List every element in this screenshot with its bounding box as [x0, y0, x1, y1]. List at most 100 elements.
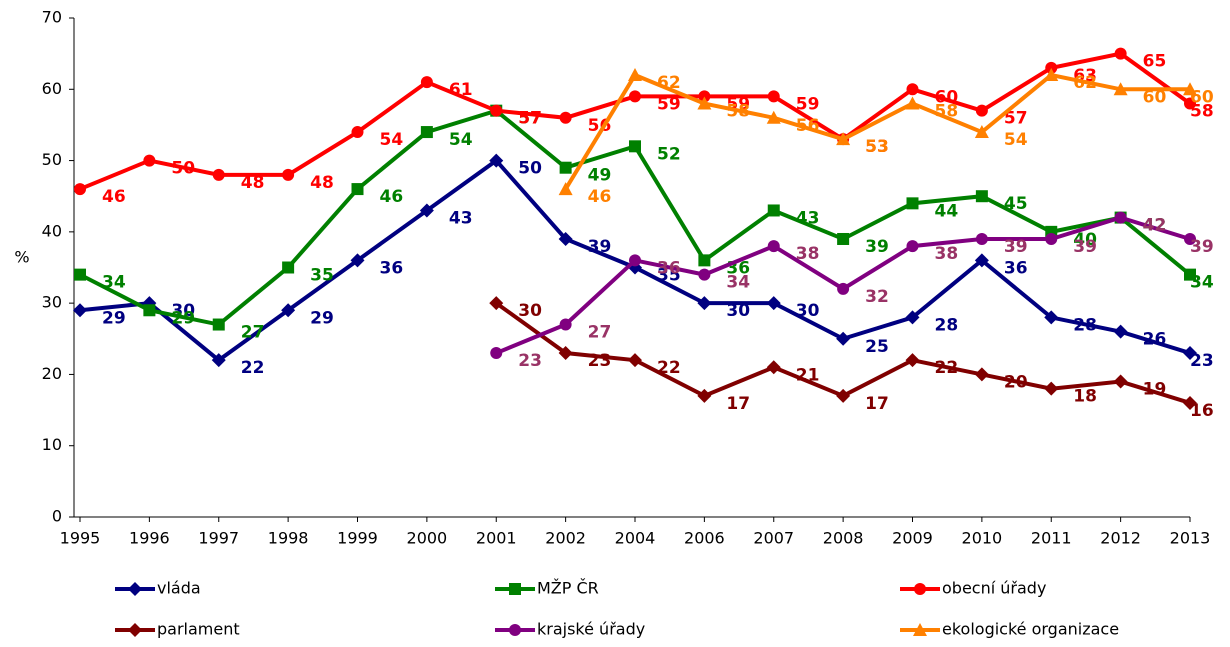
data-point [490, 104, 503, 117]
data-point [1113, 324, 1128, 339]
data-label: 42 [1143, 216, 1167, 236]
data-point [698, 254, 711, 267]
y-tick-label: 20 [42, 364, 62, 383]
data-label: 30 [796, 301, 820, 321]
data-label: 46 [102, 187, 126, 207]
data-label: 29 [171, 308, 195, 328]
data-label: 32 [865, 287, 889, 307]
data-label: 60 [1143, 87, 1167, 107]
data-point [351, 126, 364, 139]
series-line [563, 72, 1190, 191]
data-label: 50 [171, 159, 195, 179]
data-point [489, 296, 504, 311]
data-point [419, 203, 434, 218]
data-point [629, 254, 641, 267]
data-label: 57 [1004, 109, 1028, 129]
data-point [836, 388, 851, 403]
data-point [767, 90, 780, 103]
data-point [558, 231, 573, 246]
data-point [420, 76, 433, 89]
data-point [559, 318, 572, 331]
data-point [975, 190, 988, 203]
data-point [351, 183, 364, 196]
data-label: 39 [865, 237, 889, 257]
data-point [836, 132, 851, 146]
data-label: 16 [1190, 401, 1214, 421]
data-point [698, 268, 711, 281]
legend-marker [509, 624, 521, 636]
data-label: 30 [518, 301, 542, 321]
x-tick-label: 2004 [615, 529, 656, 548]
data-label: 21 [796, 365, 820, 385]
x-tick-label: 2011 [1031, 529, 1072, 548]
data-point [628, 68, 642, 82]
data-point [1183, 346, 1197, 361]
data-label: 46 [380, 187, 404, 207]
data-point [73, 303, 87, 318]
legend-label: obecní úřady [942, 579, 1046, 598]
x-tick-label: 1997 [198, 529, 239, 548]
data-label: 36 [1004, 258, 1028, 278]
data-label: 34 [1190, 273, 1214, 293]
data-point [1114, 211, 1127, 224]
data-label: 39 [1004, 237, 1028, 257]
data-point [143, 304, 156, 317]
data-label: 46 [588, 187, 612, 207]
data-point [282, 168, 295, 181]
data-label: 39 [1190, 237, 1214, 257]
data-label: 61 [449, 80, 473, 100]
data-point [559, 161, 572, 174]
data-label: 50 [518, 159, 542, 179]
data-label: 34 [102, 273, 126, 293]
data-point [282, 261, 295, 274]
data-label: 40 [1073, 230, 1097, 250]
x-tick-label: 2013 [1170, 529, 1211, 548]
data-point [974, 367, 989, 382]
data-label: 25 [865, 337, 889, 357]
x-tick-label: 1995 [60, 529, 101, 548]
x-tick-label: 2006 [684, 529, 725, 548]
data-label: 56 [796, 116, 820, 136]
data-point [1114, 47, 1127, 60]
y-tick-label: 0 [52, 507, 62, 526]
x-tick-label: 1998 [268, 529, 309, 548]
data-point [489, 153, 504, 168]
data-label: 28 [1073, 315, 1097, 335]
data-point [1045, 61, 1058, 74]
data-point [766, 110, 781, 124]
data-label: 19 [1143, 380, 1167, 400]
legend-label: MŽP ČR [537, 579, 599, 598]
legend-marker [509, 583, 521, 595]
data-label: 65 [1143, 52, 1167, 72]
data-point [906, 83, 919, 96]
x-tick-label: 2008 [823, 529, 864, 548]
data-point [211, 353, 226, 368]
data-point [766, 360, 781, 375]
data-point [1184, 268, 1196, 281]
data-label: 58 [726, 102, 750, 122]
data-label: 38 [935, 244, 959, 264]
data-label: 59 [796, 94, 820, 114]
data-point [143, 154, 156, 167]
data-label: 53 [865, 137, 889, 157]
data-point [628, 353, 642, 368]
data-point [974, 125, 989, 139]
data-label: 49 [588, 166, 612, 186]
data-label: 53 [865, 137, 889, 157]
legend-marker [914, 583, 926, 595]
data-label: 43 [449, 208, 473, 228]
data-label: 22 [241, 358, 265, 378]
data-point [629, 140, 641, 153]
x-tick-label: 2000 [407, 529, 448, 548]
data-label: 35 [310, 266, 334, 286]
data-point [420, 126, 433, 139]
y-tick-label: 10 [42, 435, 62, 454]
x-tick-label: 1999 [337, 529, 378, 548]
data-label: 29 [102, 308, 126, 328]
data-point [697, 296, 712, 311]
data-label: 23 [1190, 351, 1214, 371]
data-point [559, 111, 572, 124]
data-label: 22 [935, 358, 959, 378]
data-point [766, 296, 781, 311]
